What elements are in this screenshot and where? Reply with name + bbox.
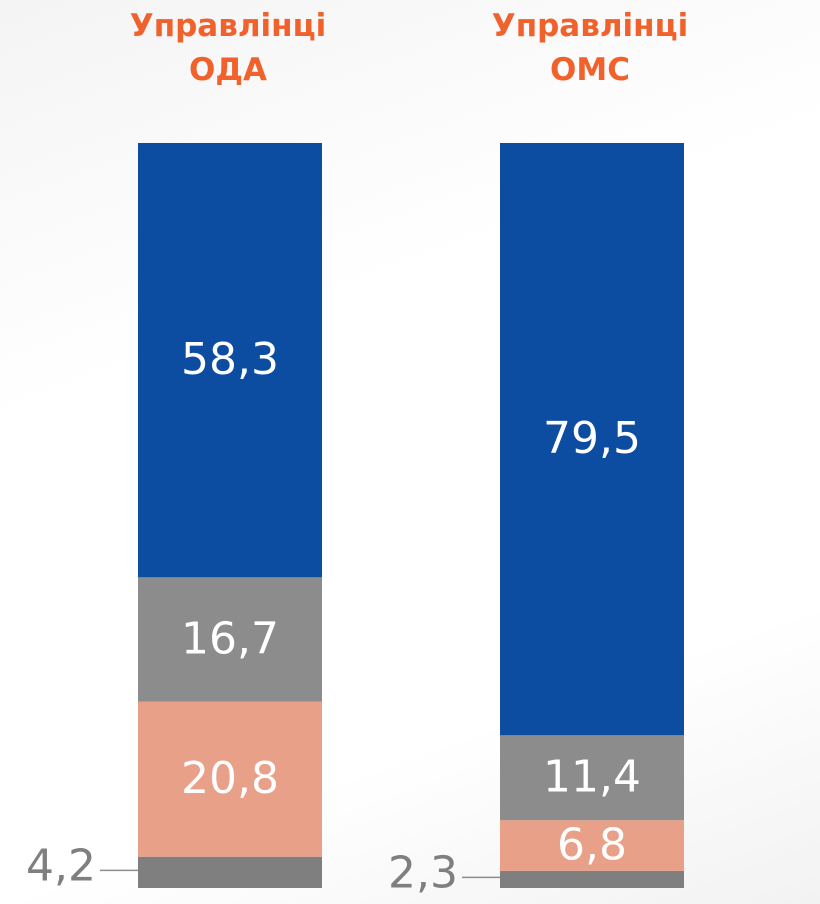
value-label: 58,3: [181, 334, 279, 385]
bar-segment: [138, 701, 322, 857]
value-label: 79,5: [543, 413, 641, 464]
value-label: 20,8: [181, 753, 279, 804]
bar-segment: [138, 577, 322, 702]
bar-segment: [500, 143, 684, 736]
value-label: 16,7: [181, 614, 279, 665]
bar-segment: [138, 143, 322, 578]
bar-segment: [500, 870, 684, 888]
category-label: Управлінці ОМС: [491, 8, 689, 88]
value-label: 6,8: [557, 820, 627, 871]
bar-segment: [500, 820, 684, 871]
value-label: 11,4: [543, 752, 641, 803]
category-label: Управлінці ОДА: [129, 8, 327, 88]
bar-segment: [138, 856, 322, 888]
value-label: 2,3: [388, 847, 458, 898]
bar-segment: [500, 735, 684, 821]
value-label: 4,2: [26, 840, 96, 891]
